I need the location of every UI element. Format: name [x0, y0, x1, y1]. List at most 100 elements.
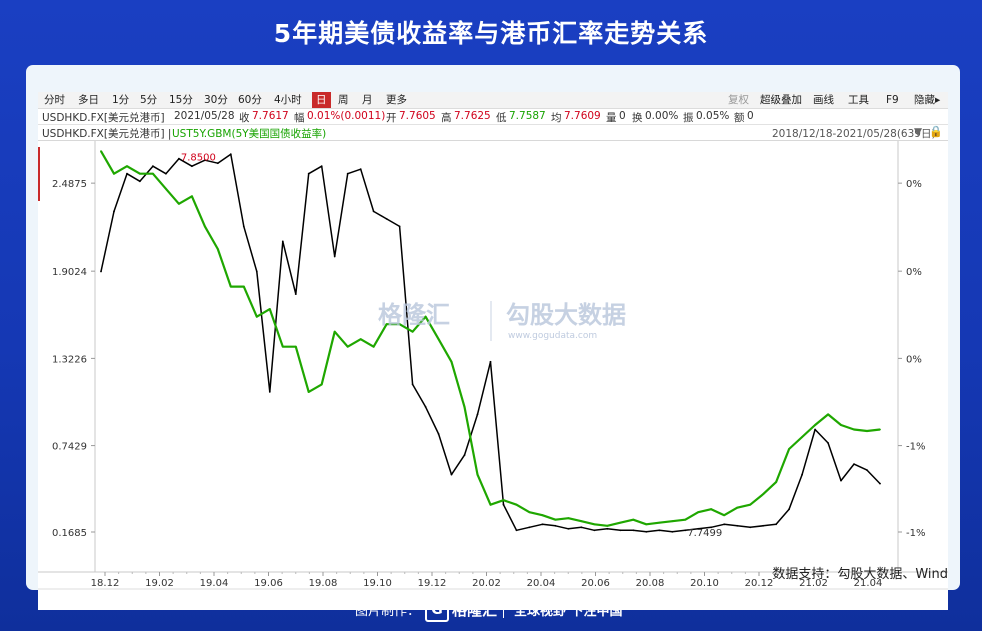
period-5min[interactable]: 5分 — [140, 94, 158, 106]
period-toolbar: 分时 多日 1分 5分 15分 30分 60分 4小时 日 周 月 更多 复权 … — [38, 92, 948, 109]
tools-button[interactable]: 工具 — [848, 94, 869, 106]
lock-icon[interactable]: 🔒 — [929, 125, 943, 138]
usdhkd-point — [333, 255, 336, 258]
high-value: 7.7625 — [454, 110, 491, 122]
ust5y-point — [281, 345, 284, 348]
quote-date: 2021/05/28 — [174, 110, 235, 122]
period-30min[interactable]: 30分 — [204, 94, 228, 106]
ust5y-point — [216, 248, 219, 250]
period-60min[interactable]: 60分 — [238, 94, 262, 106]
usdhkd-point — [515, 529, 518, 532]
chart-card: 分时 多日 1分 5分 15分 30分 60分 4小时 日 周 月 更多 复权 … — [26, 65, 960, 610]
period-week[interactable]: 周 — [338, 94, 349, 106]
ust5y-point — [567, 517, 570, 520]
ust5y-point — [515, 503, 518, 506]
usdhkd-point — [372, 210, 375, 213]
ust5y-point — [736, 506, 739, 509]
period-multiday[interactable]: 多日 — [78, 94, 99, 106]
ust5y-point — [606, 524, 609, 527]
avg-value: 7.7609 — [564, 110, 601, 122]
ust5y-point — [191, 195, 193, 198]
hide-button[interactable]: 隐藏▸ — [914, 94, 941, 106]
period-more[interactable]: 更多 — [386, 94, 407, 106]
y-right-tick-label: -1% — [906, 442, 925, 453]
usdhkd-point — [216, 162, 219, 165]
ust5y-point — [178, 202, 180, 205]
usdhkd-point — [840, 479, 842, 482]
ust5y-point — [385, 323, 388, 326]
usdhkd-point — [437, 433, 440, 435]
x-tick-label: 19.06 — [254, 578, 283, 589]
overlay-series-label[interactable]: UST5Y.GBM(5Y美国国债收益率) — [172, 128, 327, 140]
usdhkd-point — [866, 469, 868, 471]
close-value: 7.7617 — [252, 110, 289, 122]
turnover-value: 0.00% — [645, 110, 679, 122]
footer-bar: 图片制作： G 格隆汇 全球视野 下注中国 — [0, 598, 982, 622]
ust5y-point — [632, 518, 635, 521]
f9-button[interactable]: F9 — [886, 94, 899, 106]
x-tick-label: 19.12 — [418, 578, 447, 589]
ust5y-point — [489, 503, 492, 506]
ust5y-point — [294, 345, 297, 348]
usdhkd-point — [619, 529, 622, 532]
ust5y-point — [593, 523, 596, 526]
x-tick-label: 21.04 — [854, 578, 883, 589]
dropdown-arrow-icon[interactable]: ▼ — [914, 126, 923, 138]
usdhkd-point — [242, 225, 245, 228]
ust5y-point — [814, 424, 816, 426]
usdhkd-point — [658, 529, 661, 532]
watermark-brand: 格隆汇 — [378, 301, 450, 329]
usdhkd-point — [152, 165, 154, 168]
ust5y-point — [229, 285, 232, 288]
overlay-info-line: USDHKD.FX[美元兑港币] | UST5Y.GBM(5Y美国国债收益率) … — [38, 125, 948, 141]
period-fenshi[interactable]: 分时 — [44, 94, 65, 106]
ust5y-point — [502, 499, 505, 502]
volume-value: 0 — [619, 110, 626, 122]
ust5y-point — [204, 225, 206, 228]
amount-label: 额 — [734, 112, 745, 124]
period-4hour[interactable]: 4小时 — [274, 94, 302, 106]
ust5y-point — [450, 360, 453, 363]
ust5y-point — [684, 518, 687, 521]
usdhkd-point — [398, 225, 401, 228]
open-value: 7.7605 — [399, 110, 436, 122]
adjust-button[interactable]: 复权 — [728, 94, 749, 106]
x-tick-label: 19.08 — [309, 578, 338, 589]
ust5y-point — [840, 424, 842, 426]
usdhkd-point — [762, 524, 764, 527]
made-by-label: 图片制作： — [355, 604, 421, 619]
period-month[interactable]: 月 — [362, 94, 373, 106]
usdhkd-point — [424, 406, 427, 408]
ust5y-point — [424, 315, 427, 318]
period-15min[interactable]: 15分 — [169, 94, 193, 106]
overlay-button[interactable]: 超级叠加 — [760, 94, 802, 106]
ust5y-point — [372, 345, 375, 348]
usdhkd-point — [645, 530, 648, 533]
usdhkd-point — [879, 482, 881, 485]
usdhkd-point — [528, 526, 531, 529]
usdhkd-point — [178, 157, 180, 160]
ust5y-point — [671, 520, 674, 523]
period-day[interactable]: 日 — [312, 92, 331, 108]
close-label: 收 — [239, 112, 250, 124]
usdhkd-point — [294, 293, 297, 295]
usdhkd-point — [775, 523, 777, 526]
footer-brand: 格隆汇 — [452, 601, 498, 619]
x-tick-label: 18.12 — [91, 578, 120, 589]
x-tick-label: 20.10 — [690, 578, 719, 589]
draw-button[interactable]: 画线 — [813, 94, 834, 106]
usdhkd-point — [814, 428, 816, 431]
usdhkd-point — [450, 473, 453, 476]
usdhkd-point — [463, 454, 466, 456]
usdhkd-point — [139, 180, 141, 183]
x-tick-label: 19.04 — [200, 578, 229, 589]
y-right-tick-label: 0% — [906, 354, 922, 365]
period-1min[interactable]: 1分 — [112, 94, 130, 106]
low-value: 7.7587 — [509, 110, 546, 122]
ust5y-point — [255, 315, 258, 318]
ust5y-point — [580, 520, 583, 523]
chart-plot-area: 2.4875 0% 1.9024 0% 1.3226 0% 0.7429 -1% 0.1685 -… — [38, 141, 948, 610]
ust5y-point — [554, 518, 557, 521]
ust5y-point — [723, 514, 726, 517]
usdhkd-point — [749, 526, 752, 529]
